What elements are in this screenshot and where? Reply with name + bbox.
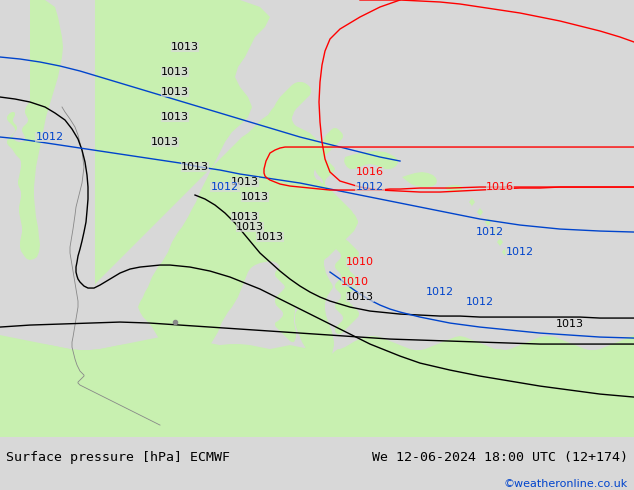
Text: 1013: 1013 (181, 162, 209, 172)
Text: 1012: 1012 (466, 297, 494, 307)
Text: 1013: 1013 (161, 67, 189, 77)
Text: 1013: 1013 (556, 319, 584, 329)
Text: 1012: 1012 (211, 182, 239, 192)
Text: ©weatheronline.co.uk: ©weatheronline.co.uk (503, 479, 628, 489)
Text: 1012: 1012 (426, 287, 454, 297)
Text: 1013: 1013 (241, 192, 269, 202)
Text: We 12-06-2024 18:00 UTC (12+174): We 12-06-2024 18:00 UTC (12+174) (372, 451, 628, 464)
Text: 1013: 1013 (151, 137, 179, 147)
Text: 1013: 1013 (231, 212, 259, 222)
Text: 1013: 1013 (161, 87, 189, 97)
Text: 1012: 1012 (36, 132, 64, 142)
Text: 1013: 1013 (346, 292, 374, 302)
Text: 1016: 1016 (356, 167, 384, 177)
Text: 1013: 1013 (236, 222, 264, 232)
Text: 1013: 1013 (231, 177, 259, 187)
Text: 1010: 1010 (346, 257, 374, 267)
Text: 1012: 1012 (476, 227, 504, 237)
Text: 1013: 1013 (256, 232, 284, 242)
Text: 1012: 1012 (506, 247, 534, 257)
Text: 1010: 1010 (341, 277, 369, 287)
Text: 1016: 1016 (486, 182, 514, 192)
Text: 1013: 1013 (161, 112, 189, 122)
Text: 1013: 1013 (171, 42, 199, 52)
Text: 1012: 1012 (356, 182, 384, 192)
Text: Surface pressure [hPa] ECMWF: Surface pressure [hPa] ECMWF (6, 451, 230, 464)
